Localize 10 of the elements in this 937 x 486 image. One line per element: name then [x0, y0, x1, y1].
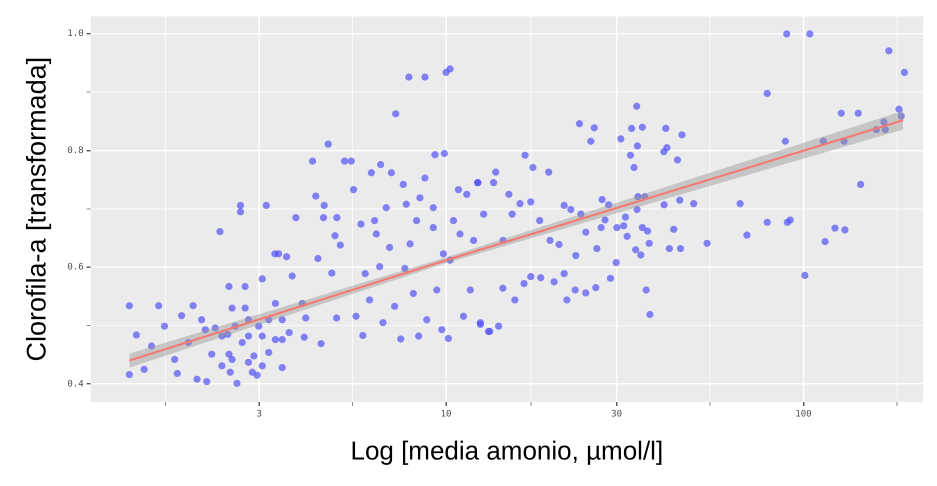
y-tick-label: 0.4	[67, 379, 84, 390]
y-tick-label: 0.6	[67, 262, 84, 273]
y-tick-label: 1.0	[67, 29, 84, 40]
x-tick-label: 30	[611, 410, 622, 420]
x-tick-label: 3	[256, 410, 262, 420]
x-axis-title: Log [media amonio, µmol/l]	[350, 436, 664, 466]
y-axis-title: Clorofila-a [transformada]	[22, 56, 52, 362]
y-tick-label: 0.8	[67, 146, 84, 156]
x-tick-label: 10	[440, 410, 452, 420]
x-tick-label: 100	[795, 410, 812, 420]
